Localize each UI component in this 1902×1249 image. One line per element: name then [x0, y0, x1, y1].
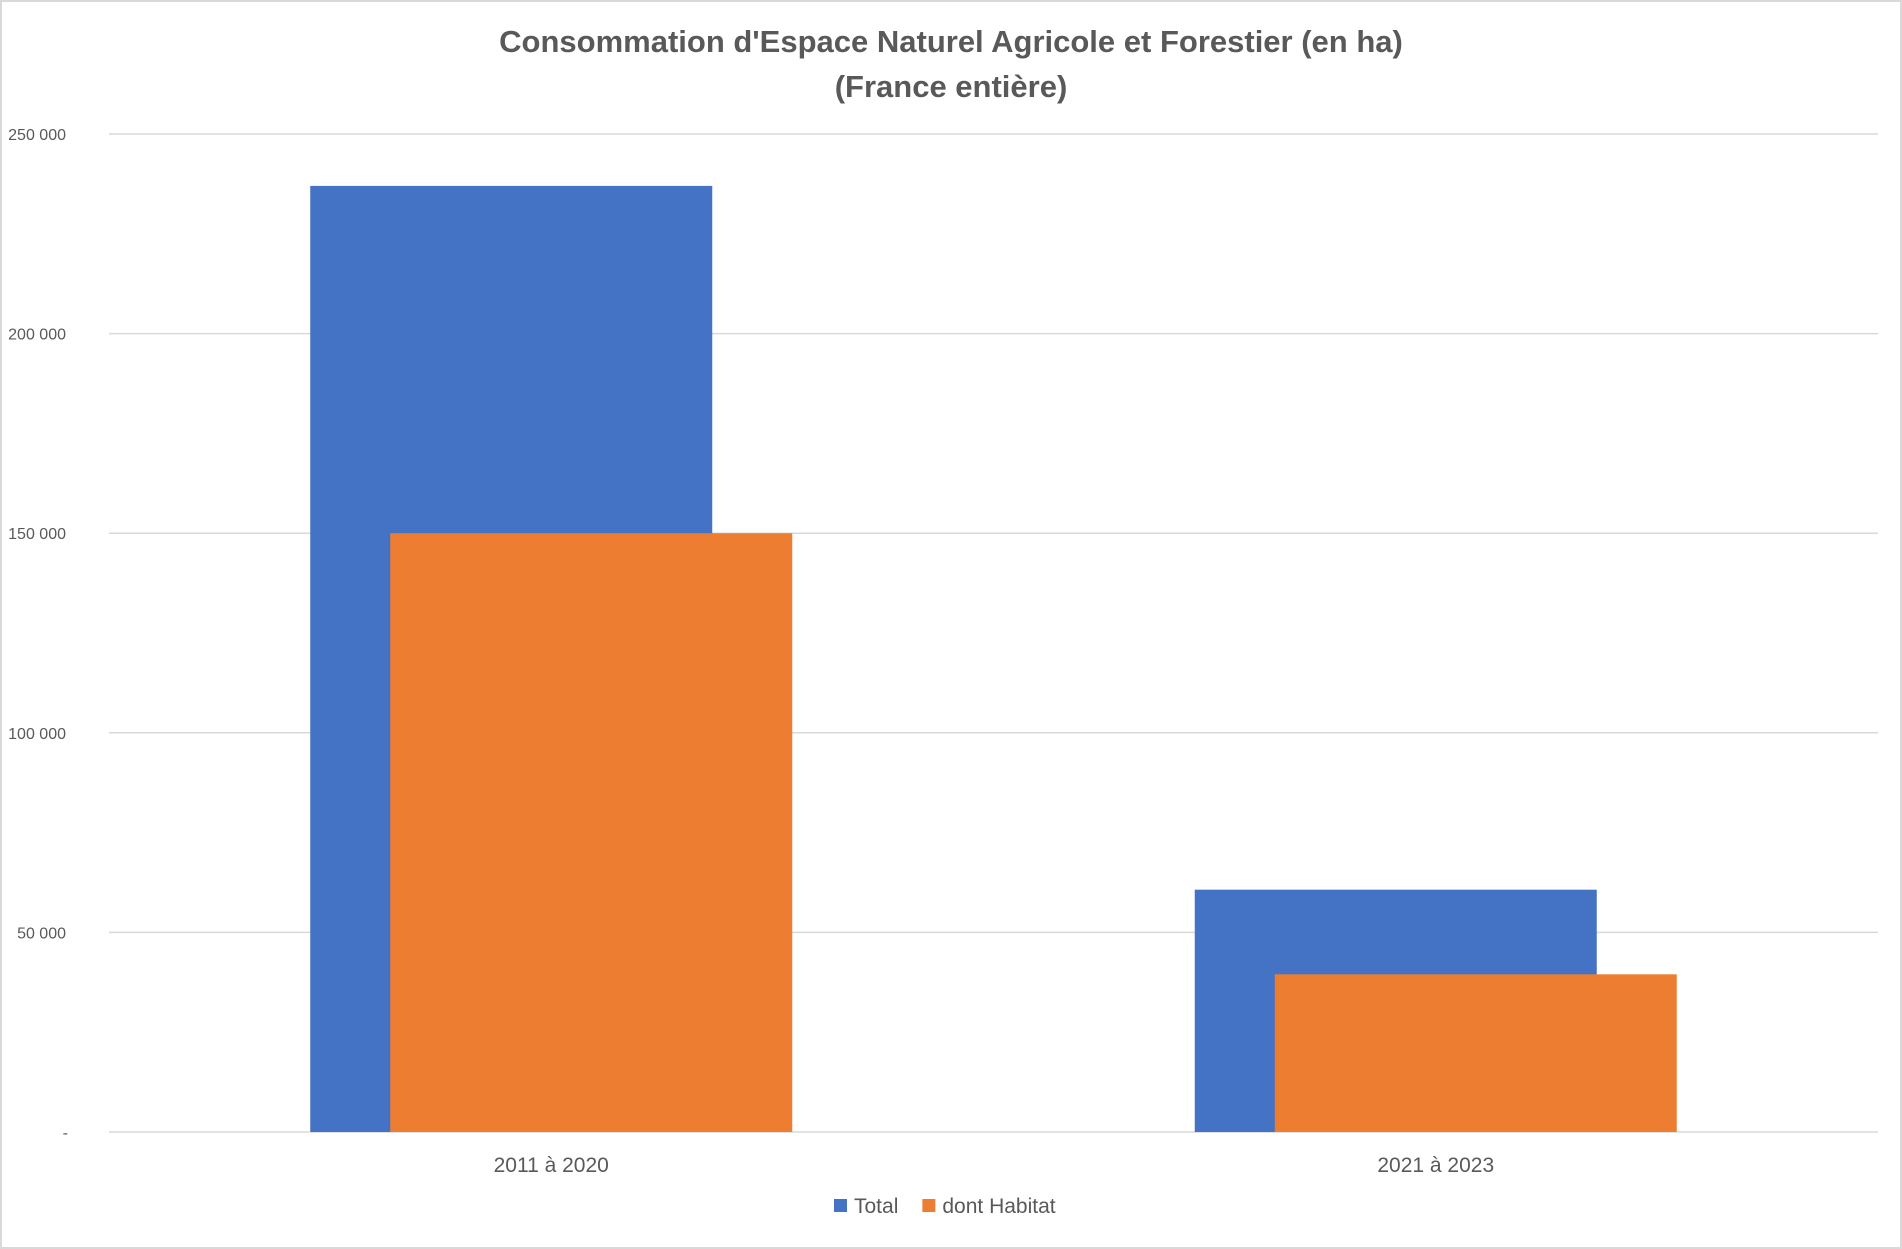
- x-category-label: 2011 à 2020: [494, 1154, 609, 1177]
- legend-swatch-1: [922, 1199, 936, 1212]
- legend-label-0: Total: [854, 1195, 898, 1218]
- y-tick-label: 200 000: [8, 327, 66, 344]
- y-tick-label: 50 000: [17, 925, 66, 942]
- y-tick-label: -: [63, 1125, 68, 1142]
- bar-dont-habitat-1: [1274, 974, 1677, 1132]
- bar-dont-habitat-0: [390, 533, 793, 1132]
- y-tick-label: 100 000: [8, 726, 66, 743]
- x-category-label: 2021 à 2023: [1377, 1154, 1494, 1177]
- chart-subtitle: (France entière): [835, 69, 1068, 104]
- legend-label-1: dont Habitat: [942, 1195, 1055, 1218]
- y-tick-label: 150 000: [8, 526, 66, 543]
- y-tick-label: 250 000: [8, 127, 66, 144]
- legend-swatch-0: [834, 1199, 847, 1212]
- chart-title: Consommation d'Espace Naturel Agricole e…: [499, 24, 1403, 59]
